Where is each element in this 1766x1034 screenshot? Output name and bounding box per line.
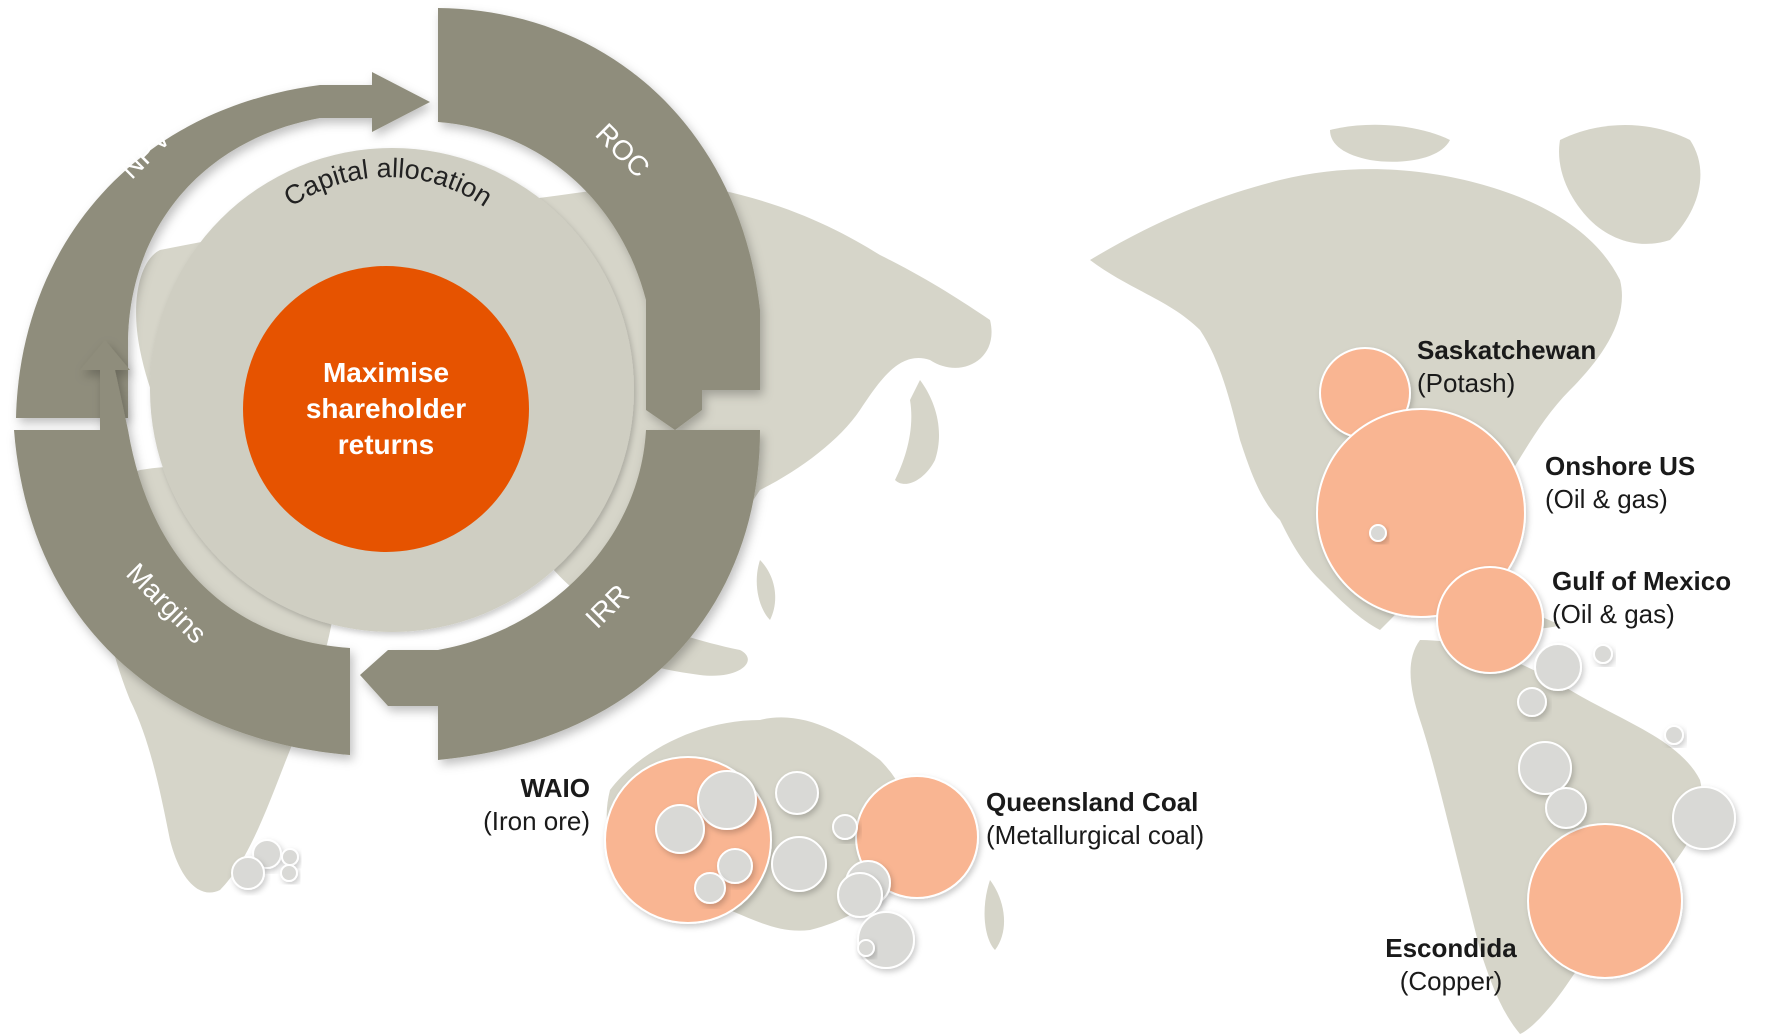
asset-name: WAIO: [520, 773, 590, 803]
asset-commodity: (Iron ore): [483, 805, 590, 836]
minor-bubble: [1518, 741, 1572, 795]
minor-bubble: [1664, 725, 1684, 745]
asset-label-escondida: Escondida (Copper): [1376, 932, 1526, 997]
minor-bubble: [1545, 787, 1587, 829]
cycle-segment-npv: [16, 72, 430, 418]
bubble-queensland-coal: [855, 775, 979, 899]
asset-commodity: (Oil & gas): [1545, 483, 1668, 514]
minor-bubble: [1517, 687, 1547, 717]
map-arctic-islands: [1330, 124, 1450, 162]
asset-label-onshore-us: Onshore US (Oil & gas): [1545, 450, 1695, 515]
asset-bubbles: [604, 347, 1683, 979]
core-label-box: Maximise shareholder returns: [243, 266, 529, 552]
asset-name: Onshore US: [1545, 451, 1696, 481]
minor-bubbles: [231, 524, 1736, 969]
asset-commodity: (Oil & gas): [1552, 598, 1675, 629]
minor-bubble: [231, 856, 265, 890]
core-text: Maximise shareholder returns: [305, 357, 467, 460]
map-greenland: [1559, 125, 1701, 244]
map-new-zealand: [984, 880, 1005, 950]
asset-label-gulf-of-mexico: Gulf of Mexico (Oil & gas): [1552, 565, 1731, 630]
minor-bubble: [857, 939, 875, 957]
bubble-gulf-of-mexico: [1436, 566, 1544, 674]
core-circle: [243, 266, 529, 552]
minor-bubble: [1369, 524, 1387, 542]
minor-bubble: [837, 872, 883, 918]
minor-bubble: [1593, 644, 1613, 664]
cycle-segment-margins: [14, 340, 350, 755]
asset-commodity: (Copper): [1399, 965, 1503, 996]
minor-bubble: [281, 848, 299, 866]
asset-label-waio: WAIO (Iron ore): [483, 772, 590, 837]
minor-bubble: [1672, 786, 1736, 850]
minor-bubble: [280, 864, 298, 882]
bubble-onshore-us: [1316, 408, 1526, 618]
minor-bubble: [697, 770, 757, 830]
asset-name: Saskatchewan: [1417, 335, 1597, 365]
bubble-escondida: [1527, 823, 1683, 979]
map-japan: [895, 380, 940, 484]
asset-name: Escondida: [1385, 933, 1517, 963]
minor-bubble: [694, 872, 726, 904]
asset-name: Gulf of Mexico: [1552, 566, 1732, 596]
cycle-segment-irr: [360, 430, 760, 760]
asset-commodity: (Metallurgical coal): [986, 819, 1205, 850]
capital-allocation-cycle: Capital allocation NPV ROC IRR Margins: [14, 8, 760, 760]
asset-commodity: (Potash): [1417, 367, 1516, 398]
minor-bubble: [655, 804, 705, 854]
minor-bubble: [832, 814, 858, 840]
asset-name: Queensland Coal: [986, 787, 1199, 817]
asset-label-queensland-coal: Queensland Coal (Metallurgical coal): [986, 786, 1204, 851]
map-south-america: [1410, 640, 1702, 1034]
map-philippines: [756, 560, 776, 620]
asset-label-saskatchewan: Saskatchewan (Potash): [1417, 334, 1596, 399]
minor-bubble: [1534, 643, 1582, 691]
cycle-segment-roc: [438, 8, 760, 430]
minor-bubble: [717, 848, 753, 884]
minor-bubble: [775, 771, 819, 815]
minor-bubble: [771, 836, 827, 892]
